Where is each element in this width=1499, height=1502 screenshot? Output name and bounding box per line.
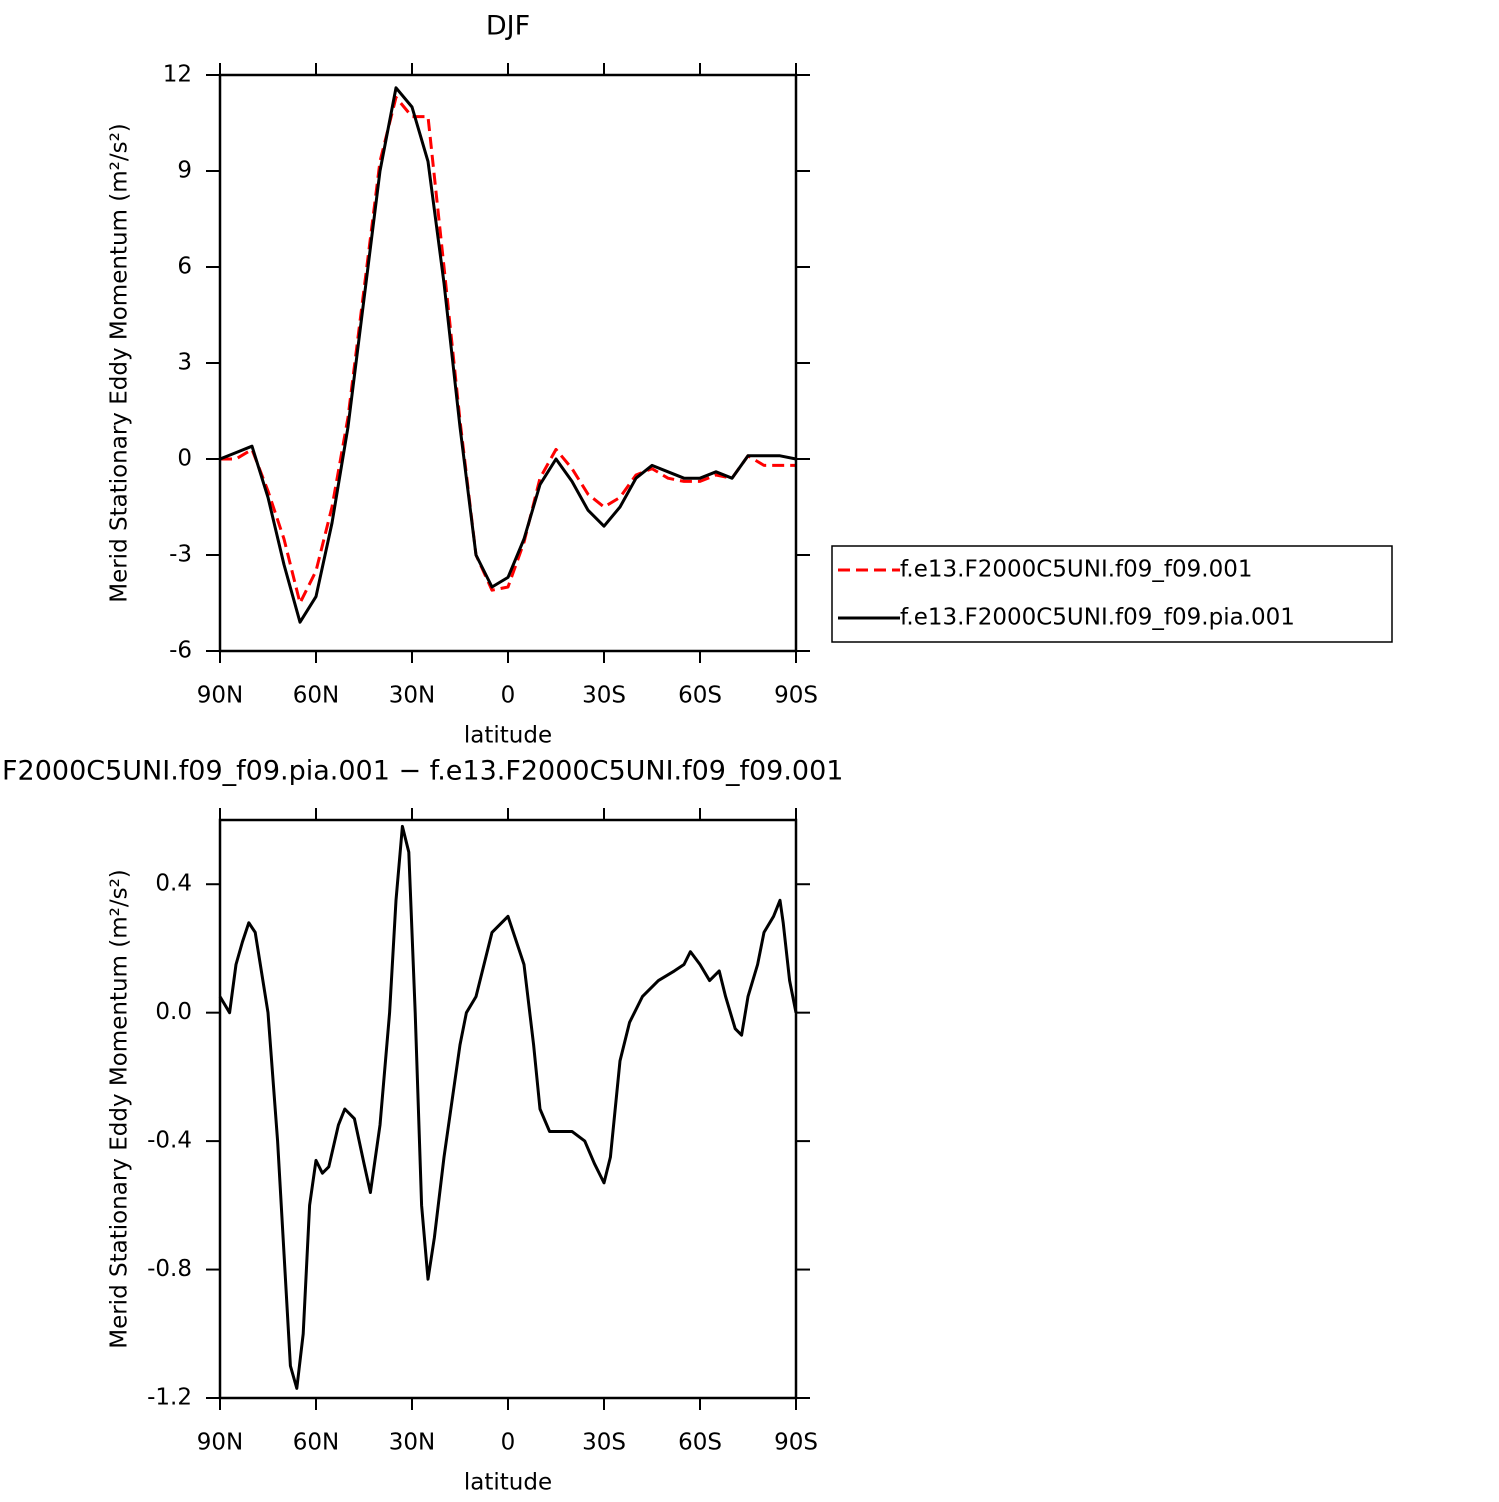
legend-box (831, 545, 1393, 643)
x-tick-label: 90S (774, 683, 818, 709)
series-line (220, 95, 796, 605)
series-line (219, 86, 797, 624)
x-tick-label: 0 (501, 683, 516, 709)
y-tick-label: 9 (177, 158, 192, 184)
y-tick-label: -1.2 (147, 1385, 192, 1411)
x-tick-label: 60N (293, 1430, 339, 1456)
x-tick-label: 30N (389, 683, 435, 709)
x-tick-label: 0 (501, 1430, 516, 1456)
y-tick-label: -0.4 (147, 1128, 192, 1154)
y-axis-label: Merid Stationary Eddy Momentum (m²/s²) (107, 123, 133, 603)
x-tick-label: 30S (582, 1430, 626, 1456)
y-tick-label: 6 (177, 254, 192, 280)
chart-title: DJF (486, 11, 530, 42)
x-tick-label: 90N (197, 683, 243, 709)
x-tick-label: 30N (389, 1430, 435, 1456)
y-tick-label: -0.8 (147, 1256, 192, 1282)
x-tick-label: 60S (678, 683, 722, 709)
y-tick-label: 0.4 (155, 871, 192, 897)
legend-label: f.e13.F2000C5UNI.f09_f09.pia.001 (900, 605, 1295, 631)
plot-frame (218, 73, 798, 653)
y-tick-label: -6 (169, 638, 192, 664)
plot-frame (218, 818, 798, 1400)
y-tick-label: 0.0 (155, 999, 192, 1025)
x-axis-label: latitude (464, 1470, 552, 1496)
x-tick-label: 60S (678, 1430, 722, 1456)
y-tick-label: -3 (169, 542, 192, 568)
legend-label: f.e13.F2000C5UNI.f09_f09.001 (900, 557, 1253, 583)
y-tick-label: 0 (177, 446, 192, 472)
y-tick-label: 3 (177, 350, 192, 376)
x-tick-label: 30S (582, 683, 626, 709)
chart-title: F2000C5UNI.f09_f09.pia.001 − f.e13.F2000… (2, 756, 843, 787)
x-tick-label: 90N (197, 1430, 243, 1456)
y-axis-label: Merid Stationary Eddy Momentum (m²/s²) (107, 869, 133, 1349)
y-tick-label: 12 (163, 62, 192, 88)
series-line (218, 824, 798, 1390)
x-tick-label: 60N (293, 683, 339, 709)
x-tick-label: 90S (774, 1430, 818, 1456)
x-axis-label: latitude (464, 723, 552, 749)
